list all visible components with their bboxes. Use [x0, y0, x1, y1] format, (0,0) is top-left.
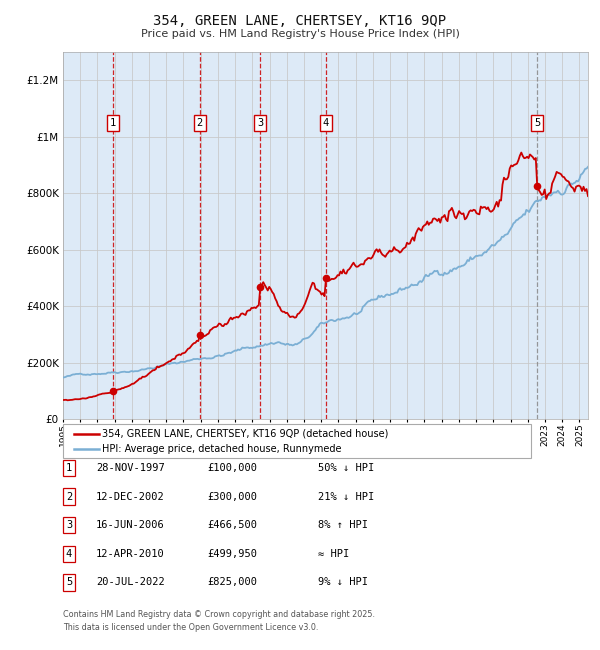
Text: £300,000: £300,000 — [207, 491, 257, 502]
Text: £100,000: £100,000 — [207, 463, 257, 473]
Text: ≈ HPI: ≈ HPI — [318, 549, 349, 559]
Text: 4: 4 — [323, 118, 329, 127]
Text: 5: 5 — [534, 118, 541, 127]
Text: 8% ↑ HPI: 8% ↑ HPI — [318, 520, 368, 530]
Text: 12-APR-2010: 12-APR-2010 — [96, 549, 165, 559]
Text: £825,000: £825,000 — [207, 577, 257, 588]
Text: 1: 1 — [66, 463, 72, 473]
Text: £499,950: £499,950 — [207, 549, 257, 559]
Text: £466,500: £466,500 — [207, 520, 257, 530]
Text: 354, GREEN LANE, CHERTSEY, KT16 9QP (detached house): 354, GREEN LANE, CHERTSEY, KT16 9QP (det… — [102, 429, 388, 439]
Text: 2: 2 — [66, 491, 72, 502]
Text: 4: 4 — [66, 549, 72, 559]
Text: 3: 3 — [257, 118, 263, 127]
Text: 354, GREEN LANE, CHERTSEY, KT16 9QP: 354, GREEN LANE, CHERTSEY, KT16 9QP — [154, 14, 446, 29]
Text: 3: 3 — [66, 520, 72, 530]
Text: Contains HM Land Registry data © Crown copyright and database right 2025.
This d: Contains HM Land Registry data © Crown c… — [63, 610, 375, 632]
Text: 21% ↓ HPI: 21% ↓ HPI — [318, 491, 374, 502]
Text: 1: 1 — [110, 118, 116, 127]
Text: 12-DEC-2002: 12-DEC-2002 — [96, 491, 165, 502]
Text: HPI: Average price, detached house, Runnymede: HPI: Average price, detached house, Runn… — [102, 444, 341, 454]
Text: Price paid vs. HM Land Registry's House Price Index (HPI): Price paid vs. HM Land Registry's House … — [140, 29, 460, 38]
Text: 20-JUL-2022: 20-JUL-2022 — [96, 577, 165, 588]
Text: 9% ↓ HPI: 9% ↓ HPI — [318, 577, 368, 588]
Text: 28-NOV-1997: 28-NOV-1997 — [96, 463, 165, 473]
Text: 2: 2 — [197, 118, 203, 127]
Text: 50% ↓ HPI: 50% ↓ HPI — [318, 463, 374, 473]
Text: 5: 5 — [66, 577, 72, 588]
Text: 16-JUN-2006: 16-JUN-2006 — [96, 520, 165, 530]
